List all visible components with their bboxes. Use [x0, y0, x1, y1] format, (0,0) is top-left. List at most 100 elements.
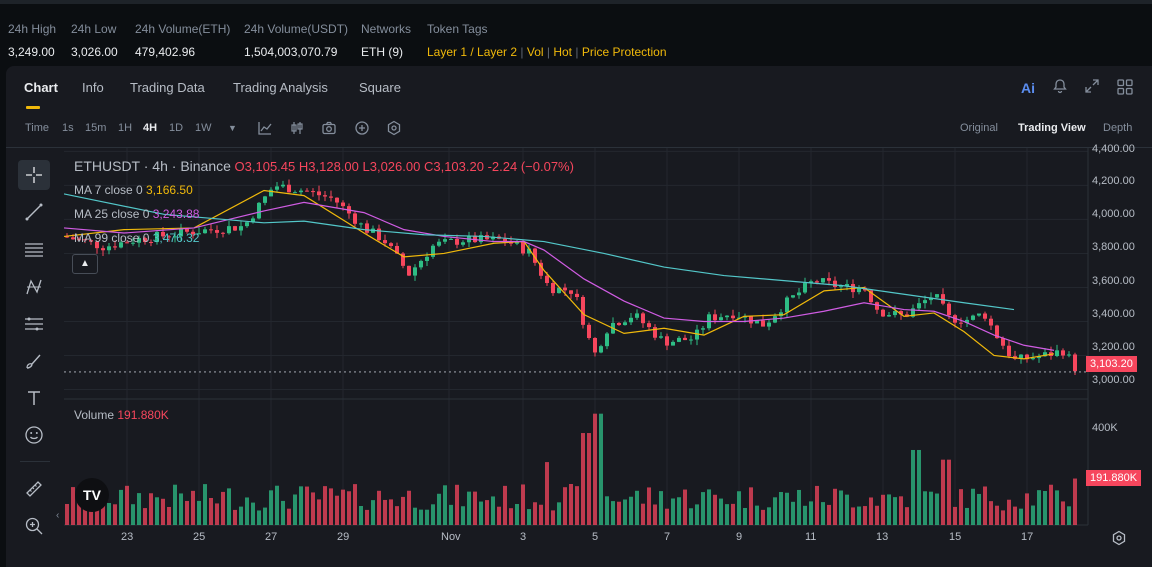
candle-body — [989, 318, 993, 326]
candle-body — [239, 226, 243, 231]
volume-bar — [341, 489, 345, 525]
volume-bar — [461, 506, 465, 525]
date-axis-label: 11 — [805, 531, 817, 543]
tab-trading-data[interactable]: Trading Data — [130, 80, 205, 95]
volume-bar — [437, 493, 441, 525]
candle-body — [875, 302, 879, 310]
emoji-icon[interactable] — [18, 420, 50, 450]
grid-icon[interactable] — [1115, 78, 1135, 98]
bell-icon[interactable] — [1050, 78, 1070, 98]
settings-hex-icon[interactable] — [386, 120, 402, 139]
price-axis-label: 3,800.00 — [1092, 241, 1135, 253]
expand-icon[interactable] — [1082, 78, 1102, 98]
chart-tabs: Chart Info Trading Data Trading Analysis… — [6, 66, 1152, 110]
tab-trading-analysis[interactable]: Trading Analysis — [233, 80, 328, 95]
volume-bar — [653, 504, 657, 525]
candle-body — [455, 238, 459, 245]
volume-bar — [227, 488, 231, 525]
tools-divider — [20, 461, 50, 462]
token-tag[interactable]: Price Protection — [581, 45, 667, 59]
interval-15m[interactable]: 15m — [85, 122, 107, 134]
volume-bar — [857, 506, 861, 525]
stat-24h-volume-usdt: 24h Volume(USDT) 1,504,003,070.79 — [244, 22, 348, 59]
candlestick-chart[interactable]: ETHUSDT · 4h · Binance O3,105.45 H3,128.… — [64, 148, 1152, 554]
volume-bar — [647, 487, 651, 525]
interval-1s[interactable]: 1s — [62, 122, 74, 134]
interval-1h[interactable]: 1H — [118, 122, 133, 134]
volume-bar — [527, 509, 531, 525]
token-tag[interactable]: Hot — [553, 45, 573, 59]
view-depth[interactable]: Depth — [1103, 122, 1133, 134]
interval-4h[interactable]: 4H — [143, 122, 158, 134]
candle-body — [881, 309, 885, 317]
zoom-in-icon[interactable] — [18, 511, 50, 541]
drawing-tools — [6, 150, 56, 567]
interval-1w[interactable]: 1W — [195, 122, 212, 134]
volume-bar — [1049, 484, 1053, 525]
candle-body — [713, 314, 717, 321]
trend-line-icon[interactable] — [18, 197, 50, 227]
candle-body — [197, 233, 201, 235]
crosshair-icon[interactable] — [18, 160, 50, 190]
volume-bar — [977, 493, 981, 525]
candle-body — [533, 248, 537, 263]
text-tool-icon[interactable] — [18, 383, 50, 413]
camera-icon[interactable] — [321, 120, 337, 139]
candle-body — [161, 231, 165, 237]
candle-type-icon[interactable] — [289, 120, 305, 139]
pattern-icon[interactable] — [18, 272, 50, 302]
fib-tool-icon[interactable] — [18, 309, 50, 339]
volume-bar — [923, 491, 927, 525]
tradingview-logo[interactable]: TV — [75, 478, 109, 512]
ma25-line — [64, 201, 1055, 351]
chart-canvas[interactable] — [64, 148, 1152, 554]
candle-body — [947, 303, 951, 316]
candle-body — [1001, 338, 1005, 346]
interval-dropdown-icon[interactable]: ▼ — [228, 123, 237, 133]
candle-body — [365, 223, 369, 233]
ruler-icon[interactable] — [18, 474, 50, 504]
candle-body — [593, 337, 597, 353]
tab-square[interactable]: Square — [359, 80, 401, 95]
horizontal-lines-icon[interactable] — [18, 235, 50, 265]
view-original[interactable]: Original — [960, 122, 998, 134]
ai-icon[interactable]: Ai — [1021, 80, 1035, 96]
token-tag[interactable]: Layer 1 / Layer 2 — [427, 45, 518, 59]
stat-label: 24h Volume(ETH) — [135, 22, 231, 36]
volume-bar — [869, 497, 873, 525]
stat-value[interactable]: ETH (9) — [361, 45, 403, 59]
volume-bar — [467, 491, 471, 525]
interval-1d[interactable]: 1D — [169, 122, 184, 134]
volume-bar — [377, 490, 381, 525]
stat-networks[interactable]: Networks ETH (9) — [361, 22, 411, 59]
volume-bar — [1061, 501, 1065, 525]
candle-body — [803, 283, 807, 293]
date-axis-label: 9 — [736, 531, 743, 543]
view-trading-view[interactable]: Trading View — [1018, 122, 1086, 134]
volume-bar — [365, 509, 369, 525]
candle-body — [725, 315, 729, 318]
brush-icon[interactable] — [18, 346, 50, 376]
volume-bar — [143, 508, 147, 525]
candle-body — [449, 238, 453, 240]
candle-body — [887, 315, 891, 317]
tab-info[interactable]: Info — [82, 80, 104, 95]
candle-body — [677, 337, 681, 342]
indicator-icon[interactable] — [257, 120, 273, 139]
volume-bar — [605, 496, 609, 525]
token-tag[interactable]: Vol — [526, 45, 544, 59]
time-label[interactable]: Time — [25, 122, 50, 134]
volume-bar — [107, 503, 111, 525]
candle-body — [695, 329, 699, 340]
volume-bar — [275, 485, 279, 525]
candle-body — [623, 322, 627, 326]
volume-bar — [791, 501, 795, 525]
volume-bar — [1019, 508, 1023, 525]
tab-chart[interactable]: Chart — [24, 80, 58, 95]
collapse-tools-icon[interactable]: ‹ — [56, 510, 60, 521]
add-indicator-icon[interactable] — [354, 120, 370, 139]
candle-body — [173, 236, 177, 238]
collapse-legend-button[interactable]: ▲ — [72, 254, 98, 274]
chart-settings-icon[interactable] — [1111, 530, 1127, 549]
stat-label: 24h Low — [71, 22, 117, 36]
